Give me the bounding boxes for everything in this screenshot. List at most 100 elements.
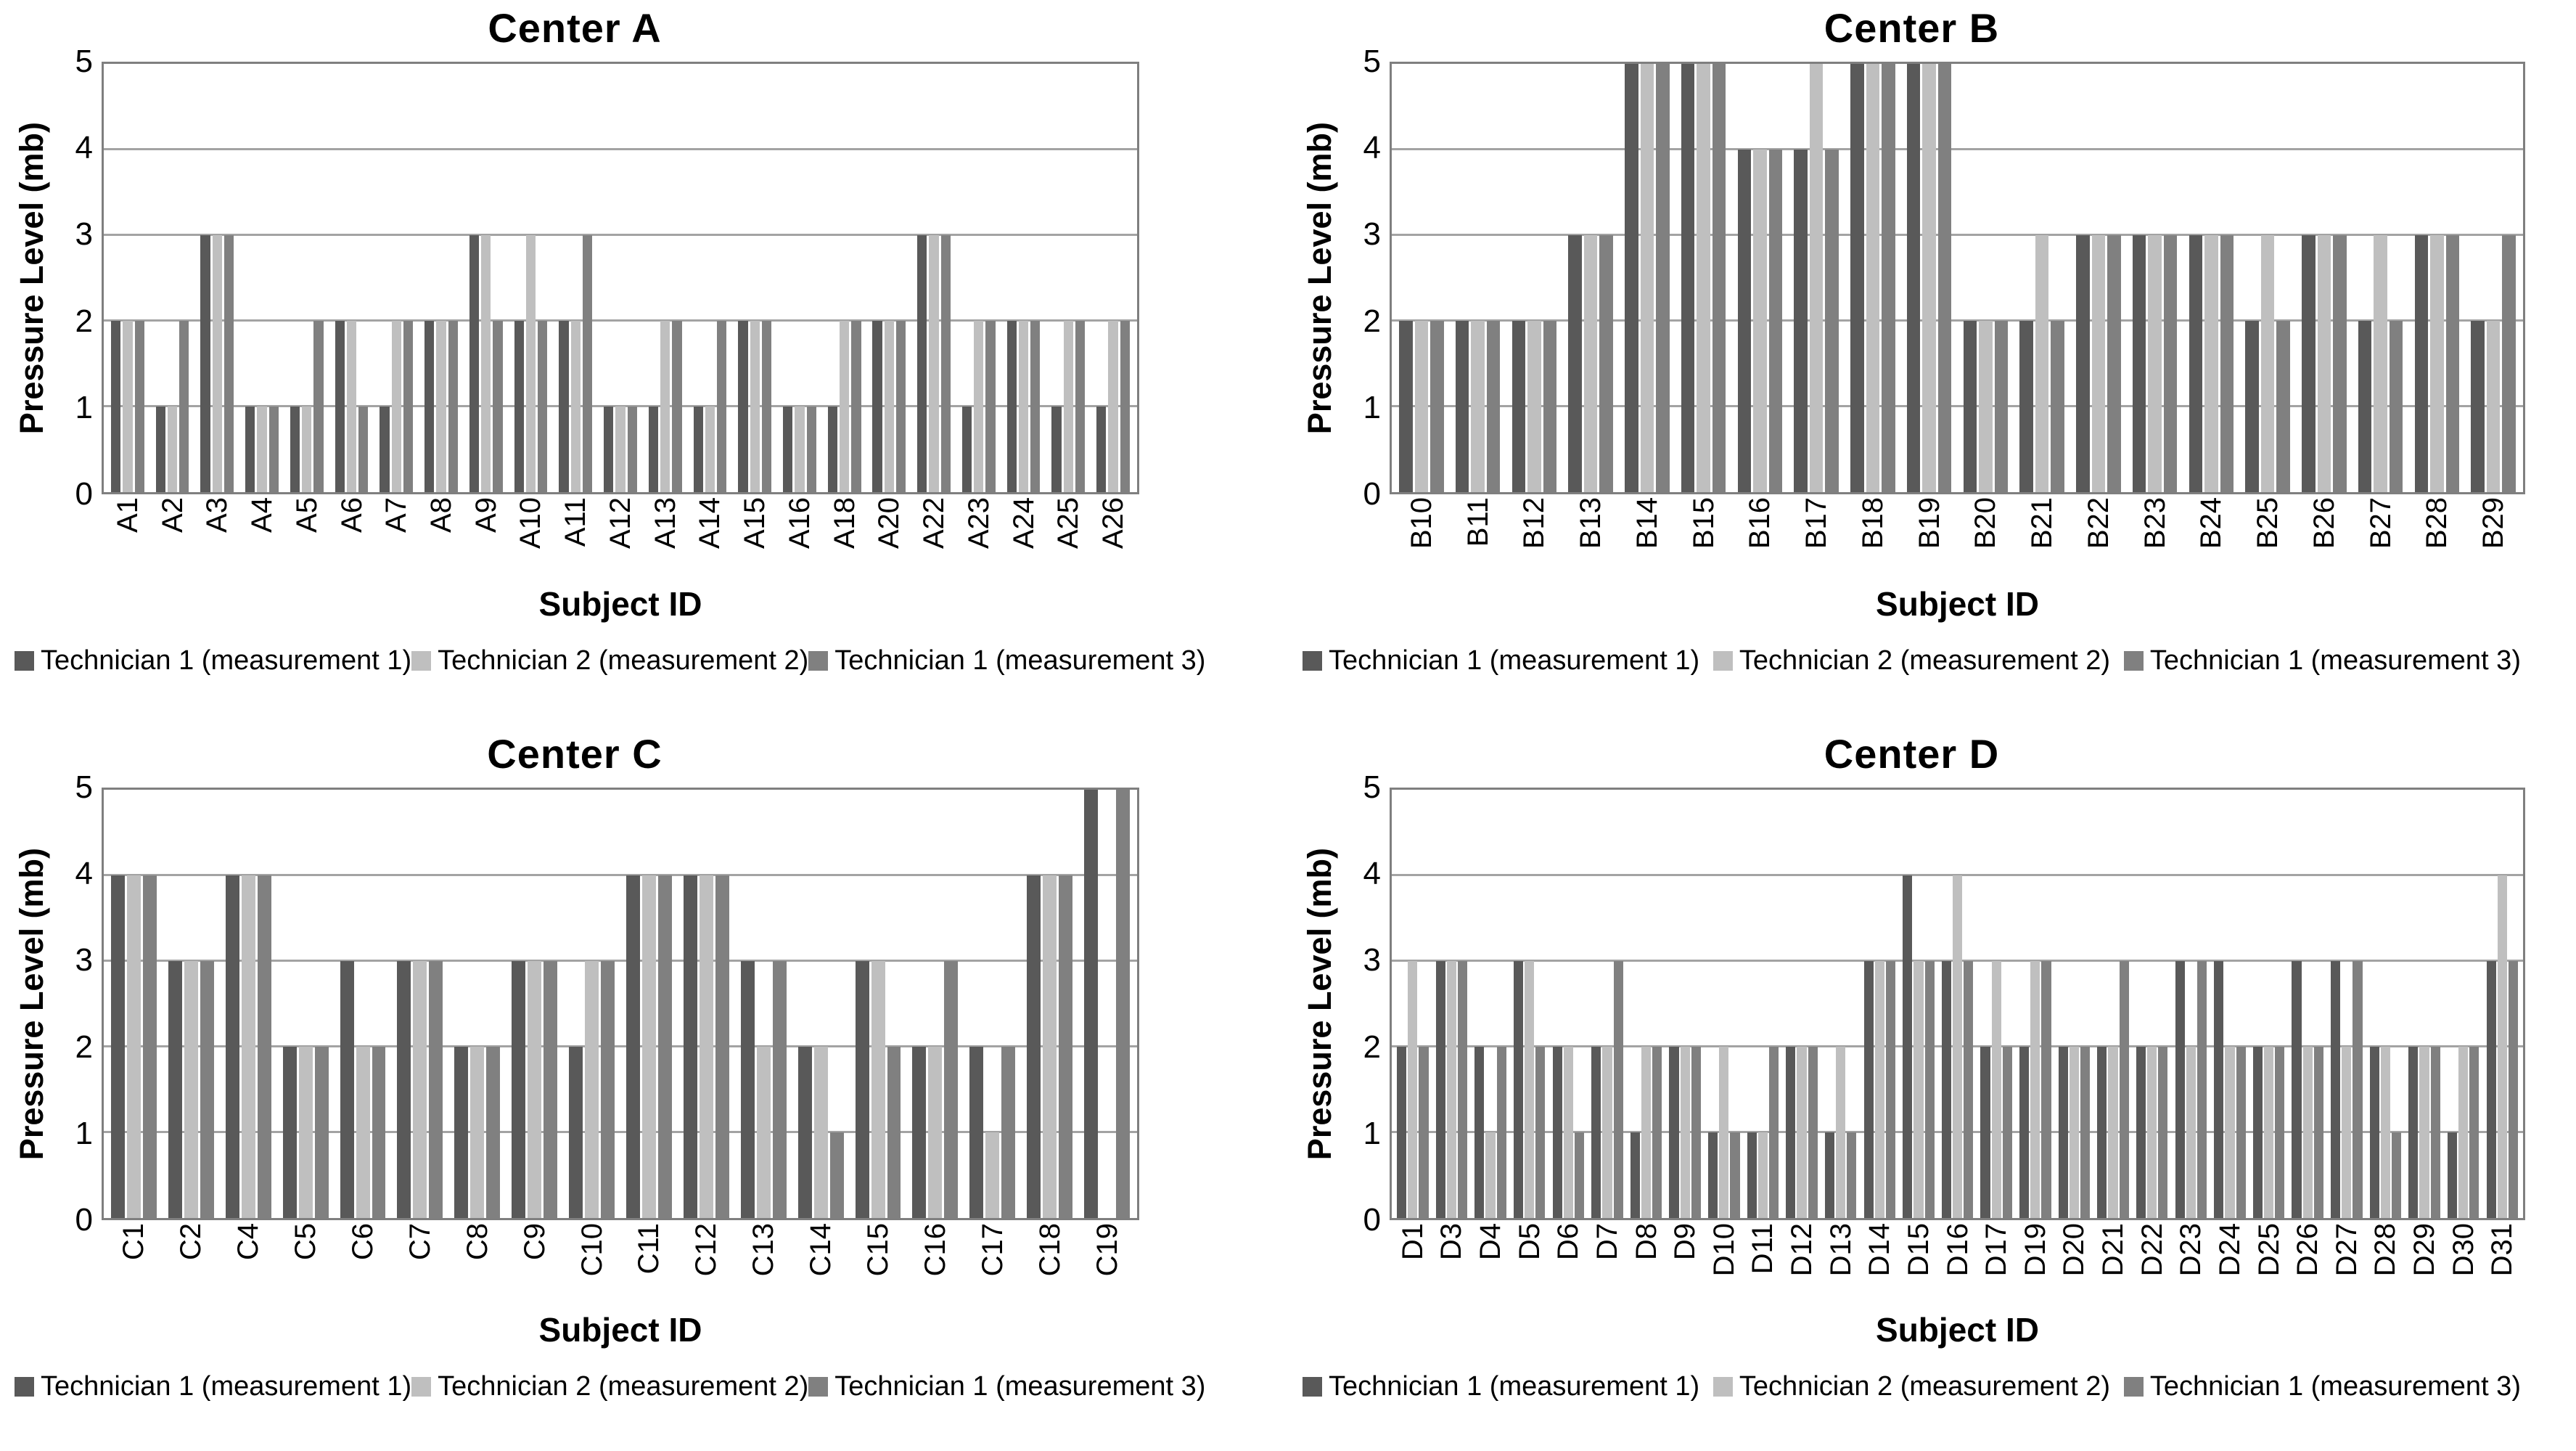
bar bbox=[1006, 321, 1017, 492]
x-axis-title: Subject ID bbox=[1876, 585, 2039, 623]
bar bbox=[168, 961, 182, 1218]
bar bbox=[961, 406, 972, 492]
bar bbox=[525, 235, 536, 492]
x-tick-label: B29 bbox=[2477, 497, 2510, 549]
bar bbox=[2204, 235, 2218, 492]
x-tick-cell: A20 bbox=[866, 497, 911, 583]
bar bbox=[1096, 406, 1107, 492]
bar-group-b27 bbox=[2353, 64, 2409, 492]
chart-center-b: Center B Pressure Level (mb) 5 4 3 2 1 0 B10 B11 B… bbox=[1288, 0, 2576, 726]
bar-group-b16 bbox=[1732, 64, 1789, 492]
bar bbox=[559, 321, 569, 492]
x-tick-label: D29 bbox=[2408, 1223, 2441, 1277]
bar bbox=[2414, 235, 2429, 492]
bar bbox=[582, 235, 593, 492]
bar bbox=[2225, 1047, 2235, 1218]
bar-group-b17 bbox=[1788, 64, 1845, 492]
plot-column: C1 C2 C4 C5 C6 C7 C8 C9 C10 C11 C12 C13 C14 C15 C16 C17… bbox=[102, 788, 1139, 1349]
bar bbox=[134, 321, 144, 492]
bar bbox=[1120, 321, 1130, 492]
legend: Technician 1 (measurement 1) Technician 2… bbox=[1298, 1371, 2525, 1402]
bar bbox=[648, 406, 659, 492]
y-tick-label: 3 bbox=[1363, 216, 1381, 253]
bar bbox=[657, 875, 672, 1218]
x-tick-cell: D19 bbox=[2016, 1223, 2055, 1309]
bar bbox=[2019, 321, 2033, 492]
bar bbox=[750, 321, 760, 492]
bar bbox=[2107, 235, 2121, 492]
bar bbox=[111, 321, 121, 492]
bar bbox=[2186, 1047, 2196, 1218]
bar bbox=[1455, 321, 1469, 492]
bar bbox=[738, 321, 748, 492]
bar bbox=[1543, 321, 1557, 492]
chart-center-d: Center D Pressure Level (mb) 5 4 3 2 1 0 D1 D3 D4 D… bbox=[1288, 726, 2576, 1451]
legend-label: Technician 1 (measurement 3) bbox=[2149, 645, 2521, 676]
bar bbox=[1583, 235, 1598, 492]
legend-label: Technician 1 (measurement 3) bbox=[834, 645, 1206, 676]
bar bbox=[969, 1047, 984, 1218]
bar-group-b11 bbox=[1450, 64, 1506, 492]
bar-group-b10 bbox=[1393, 64, 1450, 492]
bar bbox=[155, 406, 165, 492]
x-tick-label: B18 bbox=[1856, 497, 1889, 549]
x-tick-label: C8 bbox=[461, 1223, 493, 1261]
x-tick-label: A10 bbox=[514, 497, 547, 549]
bar-group-c5 bbox=[277, 790, 335, 1218]
x-tick-label: C2 bbox=[175, 1223, 208, 1261]
bar bbox=[469, 235, 480, 492]
bar-group-b23 bbox=[2127, 64, 2183, 492]
bar bbox=[1719, 1047, 1729, 1218]
bar bbox=[1712, 64, 1726, 492]
bar bbox=[693, 406, 703, 492]
bar bbox=[1924, 961, 1935, 1218]
x-tick-label: A1 bbox=[111, 497, 144, 533]
x-tick-cell: B29 bbox=[2465, 497, 2522, 583]
bar bbox=[2369, 1047, 2379, 1218]
bar bbox=[212, 235, 222, 492]
legend-item: Technician 2 (measurement 2) bbox=[411, 1371, 808, 1402]
bar bbox=[1681, 64, 1695, 492]
bar-group-d10 bbox=[1705, 790, 1744, 1218]
bar bbox=[245, 406, 255, 492]
bar bbox=[111, 875, 125, 1218]
bar bbox=[1994, 321, 2009, 492]
bar bbox=[1630, 1132, 1640, 1218]
x-tick-label: C4 bbox=[232, 1223, 265, 1261]
bar bbox=[2302, 1047, 2313, 1218]
bar bbox=[2196, 961, 2207, 1218]
y-tick-label: 3 bbox=[1363, 942, 1381, 978]
bar bbox=[740, 961, 755, 1218]
x-tick-cell: D12 bbox=[1782, 1223, 1821, 1309]
x-tick-label: D11 bbox=[1747, 1223, 1779, 1275]
bar bbox=[1419, 1047, 1429, 1218]
bar bbox=[223, 235, 234, 492]
y-tick-label: 4 bbox=[75, 130, 93, 166]
bar bbox=[570, 321, 581, 492]
x-tick-cell: B12 bbox=[1506, 497, 1563, 583]
bar bbox=[1051, 406, 1062, 492]
bar-group-a22 bbox=[911, 64, 956, 492]
x-tick-label: D8 bbox=[1630, 1223, 1662, 1261]
x-axis-ticks: A1 A2 A3 A4 A5 A6 A7 A8 A9 A10 A11 A12 A13 A14 A15 A16 A… bbox=[105, 497, 1136, 583]
y-axis-ticks: 5 4 3 2 1 0 bbox=[54, 46, 102, 510]
x-tick-cell: D23 bbox=[2172, 1223, 2211, 1309]
y-axis-label-column: Pressure Level (mb) bbox=[10, 788, 54, 1220]
y-axis-label-column: Pressure Level (mb) bbox=[10, 62, 54, 494]
bar-group-a13 bbox=[643, 64, 688, 492]
bar bbox=[2245, 321, 2259, 492]
bar bbox=[290, 406, 300, 492]
bar bbox=[1641, 1047, 1652, 1218]
legend: Technician 1 (measurement 1) Technician 2… bbox=[1298, 645, 2525, 677]
bar bbox=[928, 1047, 943, 1218]
x-tick-cell: A18 bbox=[822, 497, 867, 583]
legend-item: Technician 1 (measurement 3) bbox=[808, 645, 1205, 677]
bar bbox=[1885, 961, 1896, 1218]
x-tick-cell: B23 bbox=[2127, 497, 2183, 583]
bar-group-d31 bbox=[2483, 790, 2522, 1218]
legend-swatch bbox=[1712, 651, 1733, 671]
bar bbox=[683, 875, 697, 1218]
y-axis-label-column: Pressure Level (mb) bbox=[1298, 62, 1342, 494]
bar-group-a4 bbox=[239, 64, 284, 492]
x-tick-label: D14 bbox=[1863, 1223, 1896, 1277]
